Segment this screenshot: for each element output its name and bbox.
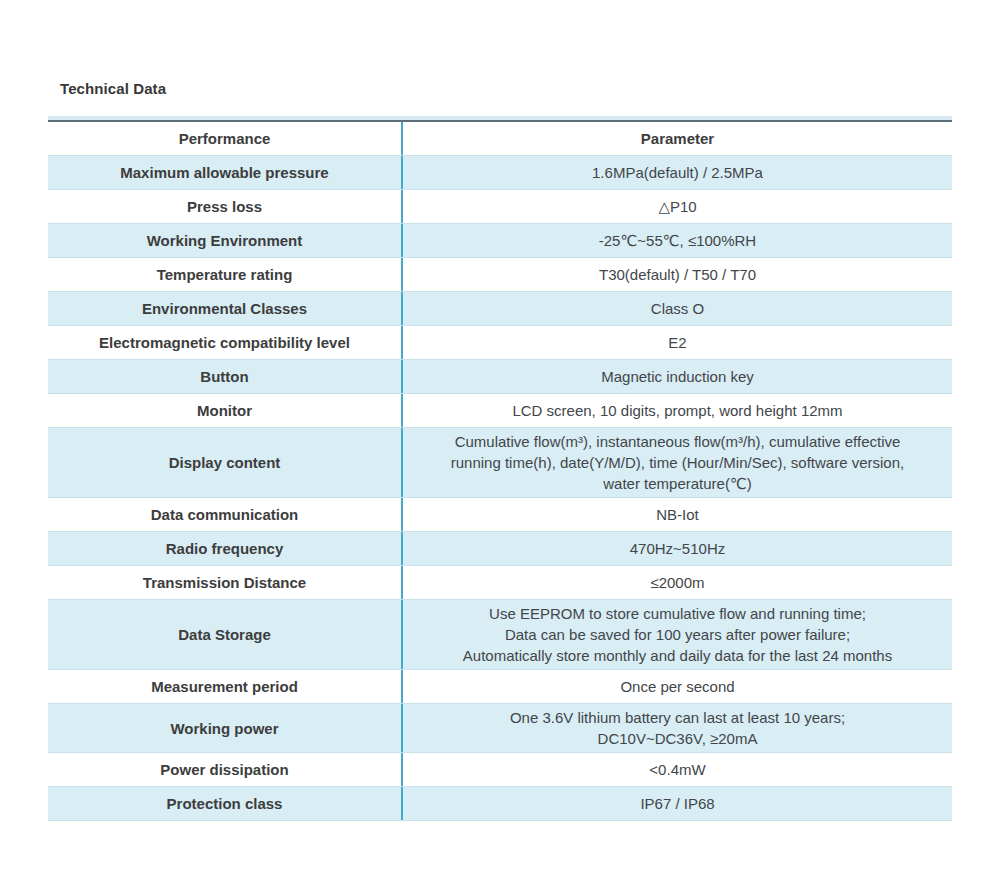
table-row: Electromagnetic compatibility level E2 [48,326,952,360]
table-row: Display content Cumulative flow(m³), ins… [48,428,952,498]
row-label: Power dissipation [48,753,401,786]
technical-data-table: Performance Parameter Maximum allowable … [48,120,952,821]
table-row: Button Magnetic induction key [48,360,952,394]
row-value: -25℃~55℃, ≤100%RH [401,224,952,257]
page-title: Technical Data [60,80,166,97]
row-label: Data Storage [48,600,401,669]
table-row: Data Storage Use EEPROM to store cumulat… [48,600,952,670]
row-label: Working power [48,704,401,752]
row-value: E2 [401,326,952,359]
row-label: Data communication [48,498,401,531]
row-value: IP67 / IP68 [401,787,952,820]
row-label: Measurement period [48,670,401,703]
row-label: Protection class [48,787,401,820]
table-row: Measurement period Once per second [48,670,952,704]
row-value: Cumulative flow(m³), instantaneous flow(… [401,428,952,497]
row-value: Once per second [401,670,952,703]
row-label: Press loss [48,190,401,223]
table-row: Temperature rating T30(default) / T50 / … [48,258,952,292]
table-row: Working power One 3.6V lithium battery c… [48,704,952,753]
table-row: Working Environment -25℃~55℃, ≤100%RH [48,224,952,258]
row-label: Radio frequency [48,532,401,565]
table-row: Press loss △P10 [48,190,952,224]
row-label: Monitor [48,394,401,427]
row-label: Temperature rating [48,258,401,291]
table-row: Environmental Classes Class O [48,292,952,326]
row-value: Magnetic induction key [401,360,952,393]
row-value: <0.4mW [401,753,952,786]
row-label: Electromagnetic compatibility level [48,326,401,359]
table-header-row: Performance Parameter [48,122,952,156]
table-row: Power dissipation <0.4mW [48,753,952,787]
row-label: Environmental Classes [48,292,401,325]
table-row: Data communication NB-Iot [48,498,952,532]
row-label: Transmission Distance [48,566,401,599]
row-label: Button [48,360,401,393]
row-value: Use EEPROM to store cumulative flow and … [401,600,952,669]
row-value: ≤2000m [401,566,952,599]
row-value: NB-Iot [401,498,952,531]
row-value: Class O [401,292,952,325]
header-parameter: Parameter [401,122,952,155]
table-row: Maximum allowable pressure 1.6MPa(defaul… [48,156,952,190]
row-label: Working Environment [48,224,401,257]
row-label: Display content [48,428,401,497]
row-value: 1.6MPa(default) / 2.5MPa [401,156,952,189]
row-value: 470Hz~510Hz [401,532,952,565]
technical-data-page: Technical Data Performance Parameter Max… [0,0,1000,880]
header-performance: Performance [48,122,401,155]
table-row: Protection class IP67 / IP68 [48,787,952,821]
row-value: One 3.6V lithium battery can last at lea… [401,704,952,752]
row-value: LCD screen, 10 digits, prompt, word heig… [401,394,952,427]
table-row: Transmission Distance ≤2000m [48,566,952,600]
row-value: △P10 [401,190,952,223]
table-row: Radio frequency 470Hz~510Hz [48,532,952,566]
row-value: T30(default) / T50 / T70 [401,258,952,291]
table-row: Monitor LCD screen, 10 digits, prompt, w… [48,394,952,428]
row-label: Maximum allowable pressure [48,156,401,189]
